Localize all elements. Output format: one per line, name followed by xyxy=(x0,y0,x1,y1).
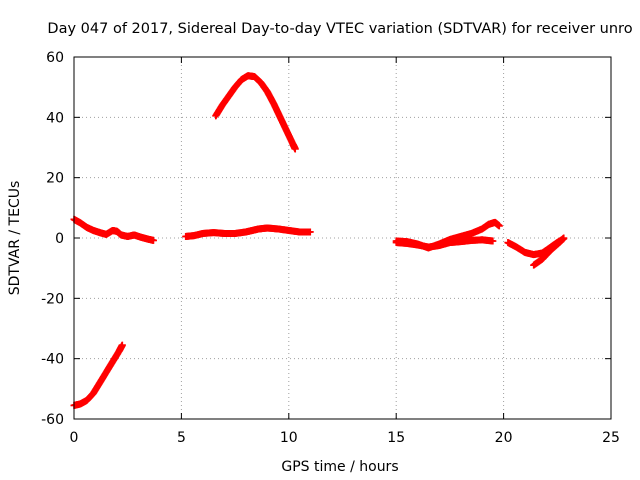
x-tick-label: 5 xyxy=(177,430,186,446)
series-arc-8 xyxy=(530,234,568,269)
data-point xyxy=(291,145,299,153)
data-point xyxy=(149,236,157,244)
y-tick-label: -20 xyxy=(41,291,64,307)
data-point xyxy=(118,341,126,349)
data-point xyxy=(560,234,568,242)
x-tick-label: 25 xyxy=(602,430,620,446)
x-tick-label: 10 xyxy=(280,430,298,446)
x-tick-label: 0 xyxy=(70,430,79,446)
data-points xyxy=(70,72,568,409)
y-tick-label: 20 xyxy=(46,171,64,187)
grid-lines xyxy=(74,57,611,419)
x-axis-label: GPS time / hours xyxy=(281,459,398,475)
y-tick-label: 60 xyxy=(46,50,64,66)
series-arc-4 xyxy=(212,72,299,153)
y-tick-label: -40 xyxy=(41,352,64,368)
data-point xyxy=(489,237,497,245)
series-arc-1 xyxy=(70,341,126,409)
x-tick-label: 20 xyxy=(495,430,513,446)
series-arc-3 xyxy=(182,224,314,240)
data-point xyxy=(495,222,503,230)
y-tick-label: 40 xyxy=(46,110,64,126)
chart-title: Day 047 of 2017, Sidereal Day-to-day VTE… xyxy=(47,21,632,37)
y-tick-label: -60 xyxy=(41,412,64,428)
data-point xyxy=(306,228,314,236)
axis-ticks: 0 5 10 15 20 25 -60 -40 -20 0 20 40 60 xyxy=(41,50,620,446)
x-tick-label: 15 xyxy=(387,430,405,446)
series-arc-2 xyxy=(70,215,157,244)
series-arc-6 xyxy=(392,218,503,252)
y-axis-label: SDTVAR / TECUs xyxy=(7,181,23,296)
y-tick-label: 0 xyxy=(55,231,64,247)
